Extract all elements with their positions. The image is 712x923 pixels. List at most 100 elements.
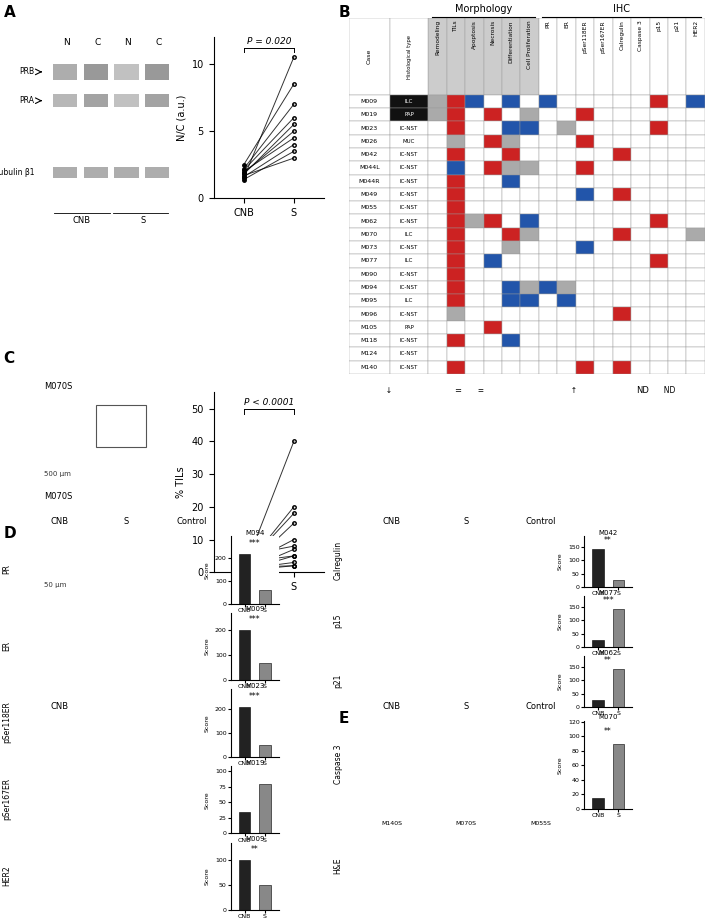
Text: M070: M070 <box>361 232 378 237</box>
Text: IC-NST: IC-NST <box>400 152 418 157</box>
Bar <box>446 148 465 162</box>
Text: ILC: ILC <box>405 298 413 304</box>
Text: PAP: PAP <box>404 325 414 330</box>
Bar <box>502 281 520 294</box>
Bar <box>259 885 271 910</box>
Bar <box>686 135 705 148</box>
Text: IC-NST: IC-NST <box>400 365 418 370</box>
Bar <box>465 108 483 122</box>
Bar <box>429 307 446 320</box>
Bar <box>631 201 649 214</box>
Bar <box>612 361 631 374</box>
Bar <box>595 320 612 334</box>
Bar <box>612 307 631 320</box>
Bar <box>686 228 705 241</box>
Y-axis label: Score: Score <box>204 561 209 579</box>
Bar <box>502 214 520 228</box>
Bar <box>612 95 631 108</box>
Bar <box>631 347 649 361</box>
Bar <box>446 188 465 201</box>
Bar <box>576 334 595 347</box>
Text: Cell Proliferation: Cell Proliferation <box>527 20 532 69</box>
Bar <box>446 95 465 108</box>
Bar <box>465 347 483 361</box>
Bar <box>239 554 251 604</box>
Bar <box>612 188 631 201</box>
Text: PRB: PRB <box>19 67 35 77</box>
Bar <box>612 108 631 122</box>
Text: ***: *** <box>249 692 261 701</box>
Bar <box>595 214 612 228</box>
Bar <box>686 188 705 201</box>
Bar <box>539 214 557 228</box>
Bar <box>631 18 649 95</box>
Title: M077: M077 <box>598 590 618 596</box>
Bar <box>53 94 78 107</box>
Bar <box>612 122 631 135</box>
Bar <box>576 135 595 148</box>
Bar <box>592 701 604 707</box>
Bar <box>539 347 557 361</box>
Text: M096: M096 <box>361 312 378 317</box>
Text: Morphology: Morphology <box>455 5 512 14</box>
Bar <box>595 95 612 108</box>
Bar <box>539 135 557 148</box>
Bar <box>502 347 520 361</box>
Bar <box>612 320 631 334</box>
Bar <box>649 241 668 254</box>
Bar <box>502 361 520 374</box>
Bar <box>576 228 595 241</box>
Bar <box>557 281 576 294</box>
Bar <box>649 268 668 281</box>
Bar <box>429 281 446 294</box>
Bar <box>686 148 705 162</box>
Bar <box>520 334 539 347</box>
Bar <box>349 95 390 108</box>
Bar <box>502 188 520 201</box>
Bar <box>557 95 576 108</box>
Bar <box>483 281 502 294</box>
Bar <box>595 148 612 162</box>
Y-axis label: Score: Score <box>204 638 209 655</box>
Bar <box>53 64 78 80</box>
Bar <box>483 188 502 201</box>
Bar <box>502 122 520 135</box>
Y-axis label: Score: Score <box>557 613 562 630</box>
Bar <box>631 108 649 122</box>
Bar <box>520 122 539 135</box>
Bar <box>649 361 668 374</box>
Bar <box>686 294 705 307</box>
Text: M044R: M044R <box>359 179 380 184</box>
Bar <box>429 268 446 281</box>
Bar <box>349 228 390 241</box>
Bar <box>520 174 539 188</box>
Bar <box>429 148 446 162</box>
Bar <box>483 122 502 135</box>
Text: Tubulin β1: Tubulin β1 <box>0 168 35 177</box>
Bar <box>520 307 539 320</box>
Bar <box>239 811 251 833</box>
Bar <box>649 281 668 294</box>
Bar <box>686 254 705 268</box>
Bar <box>539 241 557 254</box>
Bar <box>502 108 520 122</box>
Bar <box>649 162 668 174</box>
Bar <box>429 108 446 122</box>
Bar <box>612 174 631 188</box>
Bar <box>668 347 686 361</box>
Text: S: S <box>464 701 469 711</box>
Bar <box>390 174 428 188</box>
Bar <box>649 294 668 307</box>
Bar <box>576 122 595 135</box>
Bar <box>502 268 520 281</box>
Text: ILC: ILC <box>405 258 413 263</box>
Text: M105: M105 <box>361 325 378 330</box>
Text: IC-NST: IC-NST <box>400 219 418 223</box>
Bar <box>612 254 631 268</box>
Bar <box>465 148 483 162</box>
Bar <box>429 320 446 334</box>
Bar <box>686 95 705 108</box>
Bar <box>557 214 576 228</box>
Bar <box>349 307 390 320</box>
Bar <box>557 122 576 135</box>
